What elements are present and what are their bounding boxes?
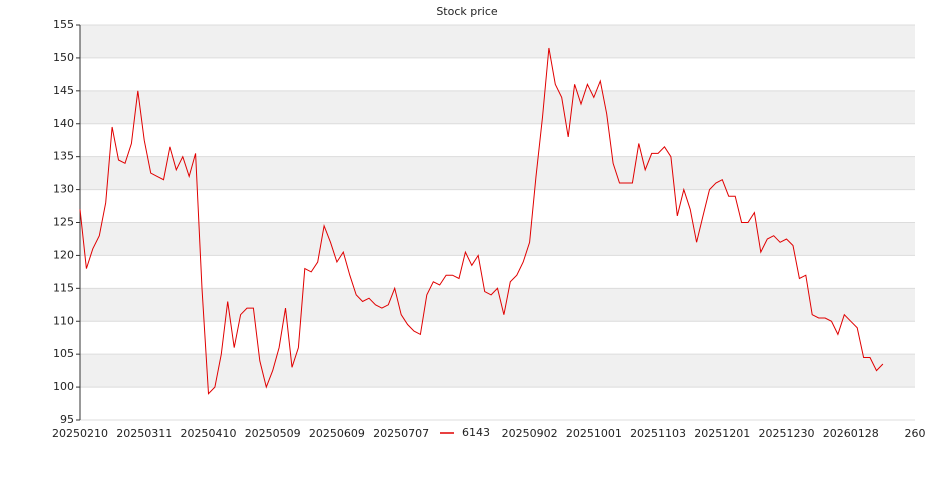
band [80,354,915,388]
y-tick-label: 130 [53,183,74,196]
x-tick-label: 20250609 [309,427,365,440]
x-tick-label: 20251230 [759,427,815,440]
band [80,90,915,124]
y-tick-label: 110 [53,314,74,327]
x-tick-label: 20250707 [373,427,429,440]
y-tick-label: 135 [53,150,74,163]
x-tick-label: 20260128 [823,427,879,440]
chart-title: Stock price [436,5,498,18]
x-tick-label: 20251103 [630,427,686,440]
x-tick-label: 20251001 [566,427,622,440]
band [80,156,915,190]
x-tick-label: 20250902 [502,427,558,440]
x-tick-label: 260 [905,427,926,440]
x-tick-label: 20250210 [52,427,108,440]
y-tick-label: 140 [53,117,74,130]
band [80,288,915,322]
band [80,222,915,256]
legend-label: 6143 [462,426,490,439]
y-tick-label: 105 [53,347,74,360]
data-line [79,47,884,395]
x-tick-label: 20250509 [245,427,301,440]
y-tick-label: 145 [53,84,74,97]
y-tick-label: 100 [53,380,74,393]
x-tick-label: 20251201 [694,427,750,440]
legend-box [436,425,496,441]
x-tick-label: 20250410 [180,427,236,440]
y-tick-label: 125 [53,216,74,229]
x-tick-label: 20250311 [116,427,172,440]
y-tick-label: 115 [53,281,74,294]
y-tick-label: 95 [60,413,74,426]
y-tick-label: 120 [53,248,74,261]
y-tick-label: 150 [53,51,74,64]
band [80,25,915,58]
y-tick-label: 155 [53,18,74,31]
